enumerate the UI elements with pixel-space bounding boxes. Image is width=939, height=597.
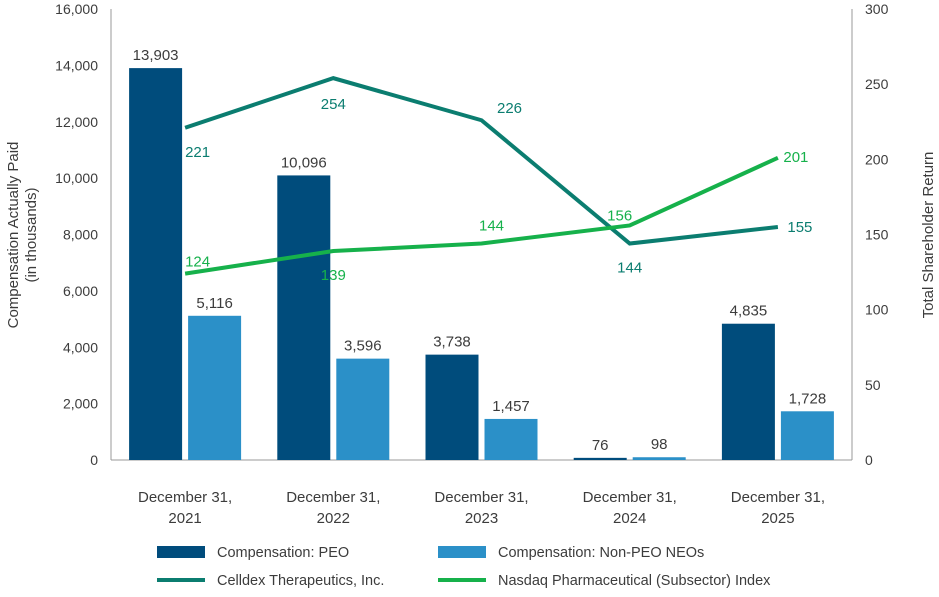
legend-celldex-label: Celldex Therapeutics, Inc.: [217, 573, 384, 589]
celldex-value-label: 254: [321, 96, 346, 113]
celldex-value-label: 226: [497, 100, 522, 117]
celldex-line: [184, 76, 779, 246]
category-label-line2: 2024: [613, 510, 646, 527]
left-tick-label: 8,000: [63, 227, 98, 243]
left-tick-label: 4,000: [63, 339, 98, 355]
bar-value-label: 1,728: [789, 390, 827, 407]
nasdaq-value-label: 139: [321, 267, 346, 284]
right-tick-label: 50: [865, 377, 881, 393]
bar-value-label: 5,116: [196, 295, 232, 312]
right-tick-label: 150: [865, 227, 889, 243]
nasdaq-value-label: 201: [783, 149, 808, 166]
axis-titles: Compensation Actually Paid (in thousands)…: [5, 142, 937, 329]
right-tick-label: 300: [865, 1, 889, 17]
category-label-line1: December 31,: [731, 489, 825, 506]
left-axis-title-line2: (in thousands): [23, 187, 40, 282]
category-label-line2: 2023: [465, 510, 498, 527]
nasdaq-value-label: 124: [185, 254, 210, 271]
nasdaq-value-label: 144: [479, 218, 504, 235]
left-axis-title-line1: Compensation Actually Paid: [5, 142, 22, 329]
bar-value-label: 4,835: [730, 303, 768, 320]
category-labels: December 31, 2021 December 31, 2022 December…: [138, 489, 825, 527]
right-tick-label: 200: [865, 151, 889, 167]
bars: 13,903 10,096 3,738 76 4,835 5,116 3,596 1,457 9…: [129, 47, 834, 460]
bar-peo: [129, 68, 183, 460]
bar-peo: [573, 457, 627, 460]
category-label-line2: 2022: [317, 510, 350, 527]
category-label-line1: December 31,: [286, 489, 380, 506]
bar-peo: [425, 354, 479, 460]
bar-value-label: 1,457: [492, 398, 530, 415]
legend-non-peo-swatch: [438, 546, 486, 558]
category-label-line1: December 31,: [583, 489, 677, 506]
bar-non-peo: [632, 457, 686, 460]
left-tick-label: 14,000: [55, 57, 98, 73]
category-label-line2: 2021: [168, 510, 201, 527]
lines: 221 254 226 144 155 124 139 144 156 201: [184, 76, 812, 284]
right-tick-label: 0: [865, 452, 873, 468]
nasdaq-line: [184, 156, 779, 276]
right-tick-label: 250: [865, 76, 889, 92]
bar-non-peo: [188, 315, 242, 460]
legend: Compensation: PEO Compensation: Non-PEO N…: [157, 545, 771, 589]
bar-value-label: 3,596: [344, 338, 382, 355]
left-tick-label: 0: [90, 452, 98, 468]
bar-value-label: 10,096: [281, 154, 327, 171]
left-tick-label: 6,000: [63, 283, 98, 299]
right-axis-title: Total Shareholder Return: [920, 152, 937, 319]
legend-peo-label: Compensation: PEO: [217, 545, 349, 561]
bar-value-label: 3,738: [433, 334, 471, 351]
celldex-value-label: 155: [787, 219, 812, 236]
bar-value-label: 98: [651, 436, 668, 453]
category-label-line1: December 31,: [138, 489, 232, 506]
bar-non-peo: [484, 418, 538, 460]
bar-non-peo: [336, 358, 390, 460]
celldex-value-label: 144: [617, 260, 642, 277]
left-tick-label: 12,000: [55, 114, 98, 130]
bar-non-peo: [780, 411, 834, 460]
bar-value-label: 13,903: [133, 47, 179, 64]
legend-non-peo-label: Compensation: Non-PEO NEOs: [498, 545, 704, 561]
celldex-value-label: 221: [185, 144, 210, 161]
bar-value-label: 76: [592, 437, 609, 454]
legend-nasdaq-label: Nasdaq Pharmaceutical (Subsector) Index: [498, 573, 771, 589]
left-tick-label: 16,000: [55, 1, 98, 17]
nasdaq-value-label: 156: [607, 207, 632, 224]
left-axis-ticks: 0 2,000 4,000 6,000 8,000 10,000 12,000 14,000 1…: [55, 1, 98, 468]
right-axis-ticks: 0 50 100 150 200 250 300: [865, 1, 889, 468]
left-tick-label: 10,000: [55, 170, 98, 186]
bar-peo: [721, 323, 775, 460]
category-label-line1: December 31,: [434, 489, 528, 506]
bar-peo: [277, 175, 331, 460]
category-label-line2: 2025: [761, 510, 794, 527]
left-tick-label: 2,000: [63, 396, 98, 412]
legend-peo-swatch: [157, 546, 205, 558]
right-tick-label: 100: [865, 302, 889, 318]
